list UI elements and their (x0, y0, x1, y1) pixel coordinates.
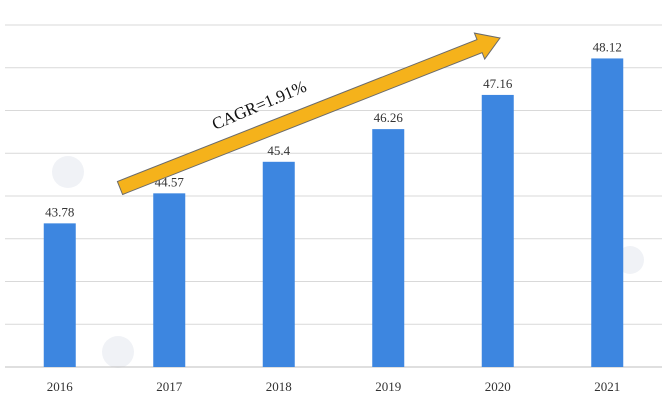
x-tick-2016: 2016 (47, 379, 74, 394)
bar-2016 (43, 223, 76, 367)
bars (43, 58, 624, 368)
x-tick-2019: 2019 (375, 379, 401, 394)
x-tick-labels: 2016 2017 2018 2019 2020 2021 (47, 379, 621, 394)
bar-2018 (262, 161, 295, 367)
data-label-2018: 45.4 (267, 143, 290, 158)
x-tick-2020: 2020 (485, 379, 511, 394)
gridlines (5, 24, 662, 325)
cagr-arrow: CAGR=1.91% (116, 32, 501, 196)
data-label-2021: 48.12 (593, 39, 622, 54)
bar-2019 (372, 129, 405, 367)
cagr-arrow-shape (116, 32, 501, 196)
data-label-2020: 47.16 (483, 76, 513, 91)
bar-2021 (591, 58, 624, 367)
x-tick-2017: 2017 (156, 379, 183, 394)
x-tick-2021: 2021 (594, 379, 620, 394)
data-label-2016: 43.78 (45, 204, 74, 219)
data-label-2019: 46.26 (374, 110, 404, 125)
bar-2017 (153, 193, 186, 367)
x-tick-2018: 2018 (266, 379, 292, 394)
bar-2020 (481, 94, 514, 368)
